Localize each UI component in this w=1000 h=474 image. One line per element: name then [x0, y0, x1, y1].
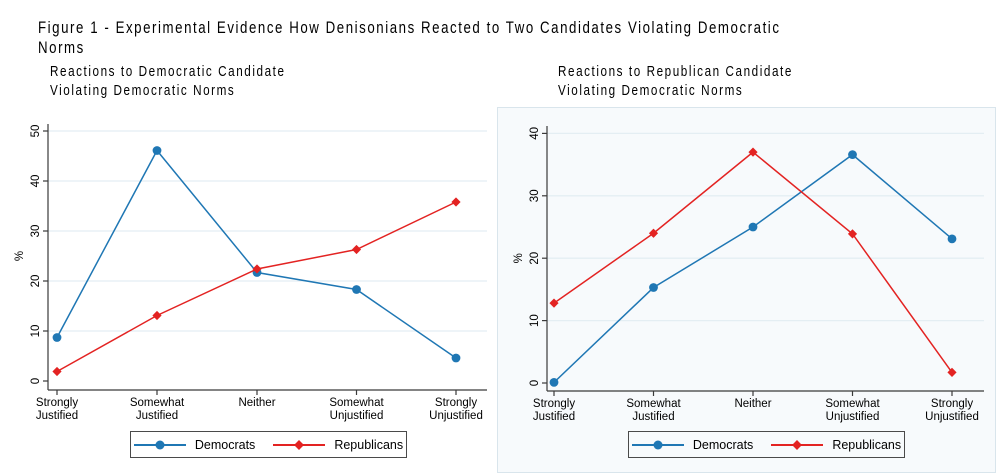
- y-tick-label: 10: [529, 314, 541, 327]
- data-point-republicans: [648, 228, 659, 238]
- data-point-democrats: [947, 234, 957, 244]
- right-chart-legend: Democrats Republicans: [628, 431, 905, 458]
- right-chart-subtitle: Reactions to Republican Candidate Violat…: [558, 63, 793, 99]
- data-point-republicans: [152, 310, 162, 321]
- data-point-republicans: [252, 264, 262, 274]
- legend-item-republicans: Republicans: [273, 438, 403, 452]
- legend-item-republicans: Republicans: [771, 438, 901, 452]
- democrats-line-marker-icon: [631, 440, 684, 450]
- legend-label-democrats: Democrats: [692, 437, 754, 452]
- x-category-label: Somewhat Justified: [626, 398, 681, 423]
- data-point-democrats: [352, 285, 361, 294]
- figure-title-text: Figure 1 - Experimental Evidence How Den…: [38, 18, 781, 57]
- series-line-democrats: [553, 153, 953, 383]
- x-category-label: Strongly Justified: [36, 397, 78, 422]
- x-category-label: Somewhat Unjustified: [825, 398, 880, 423]
- y-axis-label: %: [14, 251, 26, 261]
- left-chart-subtitle: Reactions to Democratic Candidate Violat…: [50, 63, 286, 99]
- data-point-republicans: [52, 366, 62, 377]
- y-tick-label: 0: [30, 378, 42, 384]
- right-chart-plot: 0 10 20 30 40% Strongly Justified Somewhat Justi…: [513, 126, 984, 423]
- x-category-label: Somewhat Unjustified: [329, 397, 384, 422]
- data-point-republicans: [549, 298, 559, 308]
- legend-label-republicans: Republicans: [334, 437, 404, 452]
- legend-item-democrats: Democrats: [631, 437, 754, 452]
- y-tick-label: 0: [529, 380, 541, 386]
- y-tick-label: 40: [529, 127, 541, 140]
- data-point-republicans: [947, 367, 957, 377]
- data-point-republicans: [451, 197, 461, 207]
- data-point-democrats: [748, 222, 758, 232]
- x-category-label: Strongly Unjustified: [925, 398, 979, 423]
- legend-label-republicans: Republicans: [832, 437, 902, 452]
- x-category-label: Neither: [734, 398, 771, 410]
- data-point-republicans: [351, 244, 362, 255]
- left-chart-plot: 0 10 20 30 40 50% Strongly Justified Somewhat Jus…: [14, 124, 487, 422]
- series-line-republicans: [56, 201, 457, 373]
- y-tick-label: 10: [30, 325, 42, 338]
- data-point-republicans: [847, 229, 858, 239]
- data-point-republicans: [748, 147, 758, 157]
- x-category-label: Strongly Justified: [533, 398, 575, 423]
- figure-title: Figure 1 - Experimental Evidence How Den…: [38, 18, 1000, 58]
- republicans-line-marker-icon: [273, 439, 326, 450]
- x-category-label: Strongly Unjustified: [429, 397, 483, 422]
- y-tick-label: 30: [30, 225, 42, 238]
- legend-item-democrats: Democrats: [133, 437, 256, 452]
- republicans-line-marker-icon: [771, 439, 824, 450]
- right-chart-panel: [497, 107, 996, 473]
- series-line-republicans: [553, 151, 953, 373]
- y-axis-label: %: [513, 253, 525, 263]
- data-point-democrats: [848, 150, 857, 160]
- democrats-line-marker-icon: [133, 440, 186, 450]
- data-point-democrats: [549, 377, 559, 387]
- y-tick-label: 20: [30, 275, 42, 288]
- y-tick-label: 20: [529, 252, 541, 265]
- legend-label-democrats: Democrats: [194, 437, 256, 452]
- y-tick-label: 30: [529, 189, 541, 202]
- left-chart-legend: Democrats Republicans: [130, 431, 407, 458]
- data-point-democrats: [152, 146, 162, 155]
- data-point-democrats: [52, 333, 62, 342]
- y-tick-label: 40: [30, 175, 42, 188]
- data-point-democrats: [649, 283, 658, 292]
- x-category-label: Somewhat Justified: [130, 397, 185, 422]
- data-point-democrats: [451, 353, 461, 363]
- x-category-label: Neither: [238, 397, 275, 409]
- y-tick-label: 50: [30, 125, 42, 138]
